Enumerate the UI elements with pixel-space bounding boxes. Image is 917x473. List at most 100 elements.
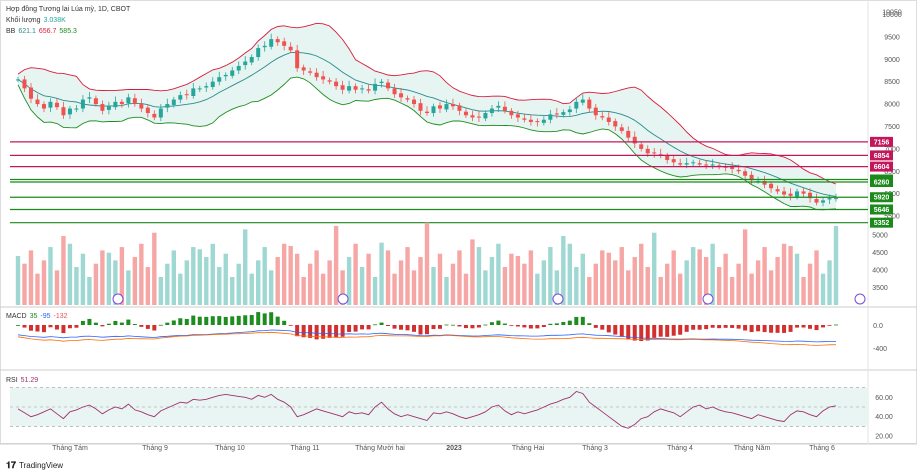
macd-histogram-bar (152, 325, 157, 331)
macd-histogram-bar (16, 325, 20, 326)
candle-body (691, 162, 696, 164)
bb-lower-line (17, 76, 837, 211)
macd-histogram-bar (262, 313, 267, 325)
macd-histogram-bar (613, 325, 618, 335)
macd-histogram-bar (412, 325, 417, 332)
candle-body (834, 198, 838, 200)
tradingview-brand[interactable]: 𝟏𝟕 TradingView (6, 460, 63, 471)
time-axis-label: Tháng Mười hai (355, 445, 405, 452)
macd-histogram-bar (132, 324, 137, 325)
volume-bar (48, 247, 53, 305)
macd-histogram-bar (334, 325, 339, 338)
candle-body (230, 70, 235, 76)
macd-histogram-bar (28, 325, 33, 331)
candle-body (87, 97, 92, 99)
volume-bar (431, 267, 436, 305)
macd-histogram-bar (22, 325, 27, 328)
macd-histogram-bar (145, 325, 150, 329)
candle-body (730, 166, 735, 170)
volume-bar (768, 270, 774, 305)
macd-histogram-bar (288, 325, 293, 326)
candle-body (106, 106, 111, 110)
macd-histogram-bar (502, 323, 507, 325)
macd-histogram-bar (717, 325, 722, 329)
candle-body (67, 108, 72, 115)
volume-bar (22, 263, 27, 305)
time-axis-label: Tháng 9 (142, 445, 168, 452)
volume-bar (755, 260, 761, 305)
volume-bar (392, 273, 397, 305)
candle-body (736, 169, 741, 172)
candle-body (275, 39, 280, 43)
volume-bar (418, 257, 423, 305)
candle-body (600, 116, 605, 118)
rsi-label: RSI (6, 377, 18, 384)
candle-body (515, 114, 520, 118)
bb-upper-value: 621.1 (18, 28, 36, 35)
candle-body (269, 39, 274, 47)
macd-histogram-bar (749, 325, 754, 333)
volume-bar (346, 257, 352, 305)
level-tag-label: 6854 (874, 153, 890, 160)
time-axis-label: Tháng 6 (809, 445, 835, 452)
macd-histogram-bar (321, 325, 326, 339)
macd-histogram-bar (619, 325, 624, 337)
volume-bar (340, 270, 345, 305)
macd-histogram-bar (814, 325, 819, 331)
macd-histogram-bar (457, 325, 462, 327)
macd-tick-label: 0.0 (873, 323, 883, 330)
volume-bar (379, 242, 384, 305)
macd-histogram-bar (282, 320, 287, 325)
price-tick-label: 8500 (884, 79, 900, 86)
macd-histogram-bar (119, 322, 124, 325)
price-tick-label: 10000 (882, 12, 902, 19)
candle-body (639, 144, 644, 149)
volume-bar (541, 260, 547, 305)
volume-bar (502, 267, 508, 305)
macd-histogram-bar (165, 322, 170, 325)
level-tag-resistance (870, 136, 893, 147)
macd-histogram-bar (80, 320, 85, 325)
volume-bar (535, 273, 540, 305)
candle-body (437, 105, 442, 109)
volume-bar (677, 273, 683, 305)
macd-histogram-bar (35, 325, 40, 332)
macd-histogram-bar (548, 323, 553, 325)
macd-value-3: -132 (53, 313, 68, 320)
candle-body (93, 98, 98, 105)
candle-body (256, 48, 261, 58)
rsi-tick-label: 20.00 (875, 434, 893, 441)
volume-bar (314, 250, 319, 305)
candle-body (314, 72, 319, 78)
level-tag-support (870, 192, 893, 203)
volume-bar (463, 273, 469, 305)
volume-bar (158, 277, 164, 305)
candle-body (22, 79, 27, 89)
price-tick-label: 7000 (884, 146, 900, 153)
macd-histogram-bar (113, 320, 118, 325)
volume-bar (762, 247, 767, 305)
candle-body (678, 163, 683, 165)
macd-histogram-bar (593, 325, 598, 328)
tradingview-logo-icon: 𝟏𝟕 (6, 460, 17, 470)
event-marker-icon (702, 293, 714, 305)
candle-body (54, 102, 59, 108)
macd-histogram-bar (61, 325, 66, 334)
candle-body (249, 57, 254, 63)
candle-body (340, 85, 345, 90)
macd-histogram-bar (100, 325, 105, 327)
macd-histogram-bar (554, 323, 559, 325)
macd-histogram-bar (671, 325, 676, 336)
macd-histogram-bar (295, 325, 300, 337)
candle-body (379, 81, 384, 84)
volume-bar (411, 270, 417, 305)
volume-bar (515, 256, 521, 305)
candle-body (697, 163, 702, 165)
volume-bar (703, 257, 709, 305)
candle-body (360, 88, 365, 90)
volume-bar (301, 277, 306, 305)
candle-body (100, 104, 105, 111)
macd-histogram-bar (308, 325, 313, 338)
macd-value-1: 35 (29, 313, 38, 320)
